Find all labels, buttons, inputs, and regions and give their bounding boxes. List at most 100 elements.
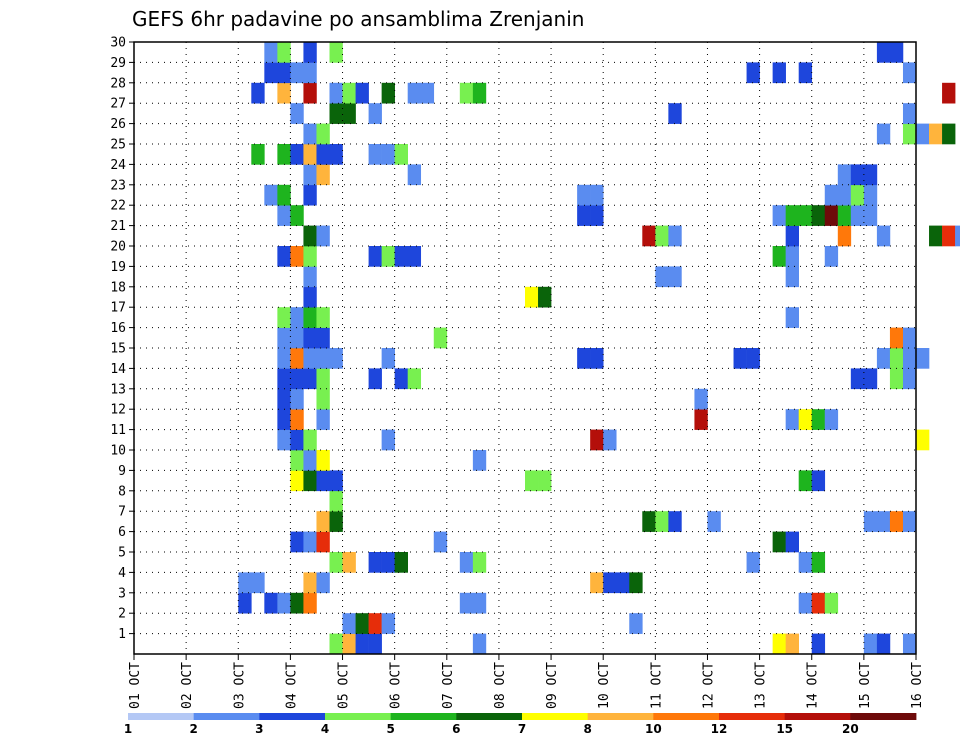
heat-cell bbox=[798, 592, 813, 614]
y-tick-label: 29 bbox=[110, 56, 126, 71]
legend-label: 10 bbox=[645, 722, 662, 736]
heat-cell bbox=[798, 409, 813, 430]
y-tick-label: 22 bbox=[110, 199, 126, 214]
heat-cell bbox=[876, 348, 891, 369]
heat-cell bbox=[472, 633, 487, 655]
heat-cell bbox=[603, 572, 617, 594]
heat-cell bbox=[824, 409, 839, 430]
heat-cell bbox=[264, 42, 278, 63]
legend-swatch bbox=[259, 713, 326, 720]
heat-cell bbox=[303, 531, 317, 553]
heat-cell bbox=[824, 246, 839, 267]
heat-cell bbox=[863, 184, 878, 206]
x-tick-label: 03 OCT bbox=[232, 662, 247, 709]
heat-cell bbox=[329, 103, 343, 124]
heat-cell bbox=[329, 633, 343, 655]
heat-cell bbox=[329, 552, 343, 573]
heat-cell bbox=[316, 511, 330, 532]
heat-cell bbox=[329, 511, 343, 532]
heat-cell bbox=[798, 205, 813, 226]
legend-swatch bbox=[587, 713, 654, 720]
heat-cell bbox=[837, 205, 852, 226]
heat-cell bbox=[394, 246, 408, 267]
heat-cell bbox=[850, 368, 865, 390]
heat-cell bbox=[876, 123, 891, 145]
legend-swatch bbox=[456, 713, 523, 720]
heat-cell bbox=[785, 409, 799, 430]
heat-cell bbox=[746, 348, 760, 369]
heat-cell bbox=[916, 123, 930, 145]
heat-cell bbox=[459, 552, 474, 573]
heat-cell bbox=[642, 225, 656, 247]
heat-cell bbox=[290, 144, 304, 165]
y-tick-label: 14 bbox=[110, 362, 126, 377]
heat-cell bbox=[303, 592, 317, 614]
heat-cell bbox=[368, 633, 382, 655]
heat-cell bbox=[889, 327, 904, 349]
heat-cell bbox=[381, 144, 395, 165]
heat-cell bbox=[355, 633, 369, 655]
heat-cell bbox=[811, 409, 826, 430]
x-tick-label: 09 OCT bbox=[545, 662, 560, 709]
heat-cell bbox=[655, 266, 669, 288]
heat-cell bbox=[316, 348, 330, 369]
heat-cell bbox=[368, 552, 382, 573]
heat-cell bbox=[303, 266, 317, 288]
heat-cell bbox=[746, 62, 760, 84]
heat-cell bbox=[668, 511, 682, 532]
heat-cell bbox=[407, 82, 422, 104]
heat-cell bbox=[902, 633, 917, 655]
y-tick-label: 6 bbox=[118, 525, 126, 540]
heat-cell bbox=[277, 184, 291, 206]
heat-cell bbox=[472, 82, 487, 104]
heat-cell bbox=[407, 368, 422, 390]
heat-cell bbox=[694, 409, 708, 430]
heat-cell bbox=[277, 409, 291, 430]
x-tick-label: 12 OCT bbox=[701, 662, 716, 709]
heat-cell bbox=[394, 144, 408, 165]
heat-cell bbox=[459, 592, 474, 614]
y-tick-label: 30 bbox=[110, 36, 126, 51]
heat-cell bbox=[407, 164, 422, 186]
heat-cell bbox=[577, 184, 591, 206]
heat-cell bbox=[303, 42, 317, 63]
heat-cell bbox=[863, 205, 878, 226]
heat-cell bbox=[303, 123, 317, 145]
heat-cell bbox=[264, 592, 278, 614]
legend-label: 6 bbox=[452, 722, 460, 736]
heat-cell bbox=[824, 205, 839, 226]
heat-cell bbox=[251, 572, 265, 594]
heat-cell bbox=[277, 307, 291, 328]
heat-cell bbox=[277, 429, 291, 451]
heat-cell bbox=[290, 327, 304, 349]
y-tick-label: 5 bbox=[118, 546, 126, 561]
heat-cell bbox=[603, 429, 617, 451]
heatmap-cells bbox=[238, 42, 960, 655]
heat-cell bbox=[850, 205, 865, 226]
y-tick-label: 26 bbox=[110, 117, 126, 132]
heat-cell bbox=[342, 82, 356, 104]
legend-label: 1 bbox=[124, 722, 132, 736]
heat-cell bbox=[785, 307, 799, 328]
legend-label: 8 bbox=[583, 722, 591, 736]
heat-cell bbox=[629, 613, 643, 634]
y-tick-label: 18 bbox=[110, 280, 126, 295]
heat-cell bbox=[824, 592, 839, 614]
y-tick-label: 7 bbox=[118, 505, 126, 520]
heat-cell bbox=[290, 388, 304, 410]
heat-cell bbox=[472, 592, 487, 614]
heat-cell bbox=[394, 368, 408, 390]
legend-label: 3 bbox=[255, 722, 263, 736]
heat-cell bbox=[277, 388, 291, 410]
x-tick-label: 13 OCT bbox=[754, 662, 769, 709]
heat-cell bbox=[342, 633, 356, 655]
heat-cell bbox=[355, 613, 369, 634]
heat-cell bbox=[277, 42, 291, 63]
x-tick-label: 15 OCT bbox=[858, 662, 873, 709]
y-tick-label: 8 bbox=[118, 484, 126, 499]
y-tick-label: 4 bbox=[118, 566, 126, 581]
heat-cell bbox=[785, 531, 799, 553]
heat-cell bbox=[929, 225, 943, 247]
heat-cell bbox=[590, 572, 604, 594]
heat-cell bbox=[303, 572, 317, 594]
